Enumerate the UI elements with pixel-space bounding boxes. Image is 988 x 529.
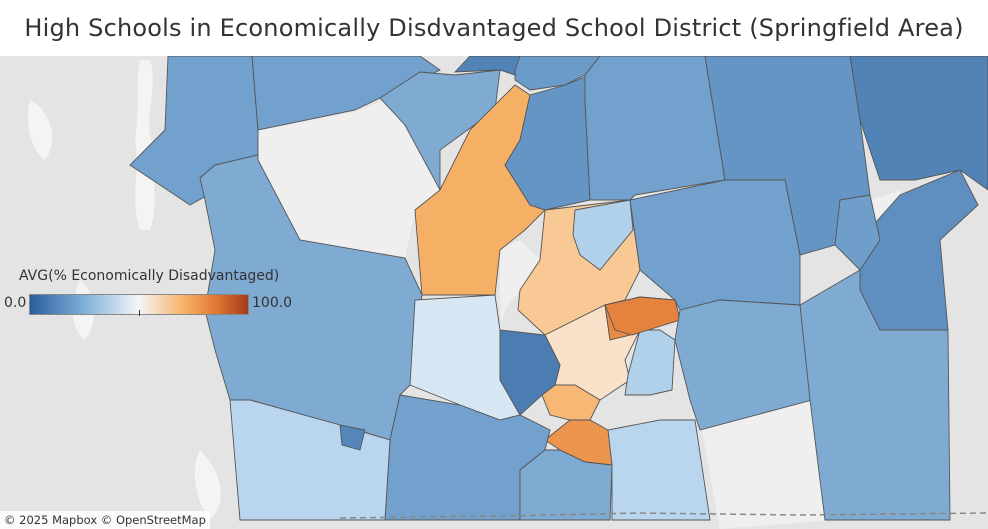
district-region-r23[interactable] bbox=[499, 329, 561, 416]
map-title: High Schools in Economically Disdvantage… bbox=[24, 14, 964, 42]
district-region-r06[interactable] bbox=[849, 56, 988, 191]
state-boundary-line bbox=[339, 512, 988, 519]
district-region-r32[interactable] bbox=[834, 194, 881, 271]
map-attribution[interactable]: © 2025 Mapbox © OpenStreetMap bbox=[0, 511, 210, 529]
district-region-r09[interactable] bbox=[584, 56, 726, 201]
district-region-r31[interactable] bbox=[339, 424, 366, 451]
color-legend[interactable]: AVG(% Economically Disadvantaged) 0.0 10… bbox=[0, 268, 300, 328]
district-region-r24[interactable] bbox=[674, 299, 813, 431]
district-region-r29[interactable] bbox=[607, 419, 711, 521]
district-region-r28[interactable] bbox=[519, 449, 613, 521]
map-canvas[interactable] bbox=[0, 56, 988, 529]
legend-max-label: 100.0 bbox=[252, 295, 293, 311]
map-svg[interactable] bbox=[0, 56, 988, 529]
district-region-r05[interactable] bbox=[514, 56, 601, 91]
legend-title: AVG(% Economically Disadvantaged) bbox=[19, 268, 280, 284]
legend-midpoint-tick bbox=[139, 310, 140, 316]
district-regions[interactable] bbox=[129, 56, 988, 521]
district-region-r19[interactable] bbox=[624, 329, 676, 396]
district-region-r08[interactable] bbox=[504, 74, 591, 211]
district-region-r26[interactable] bbox=[859, 169, 979, 331]
legend-min-label: 0.0 bbox=[4, 295, 27, 311]
